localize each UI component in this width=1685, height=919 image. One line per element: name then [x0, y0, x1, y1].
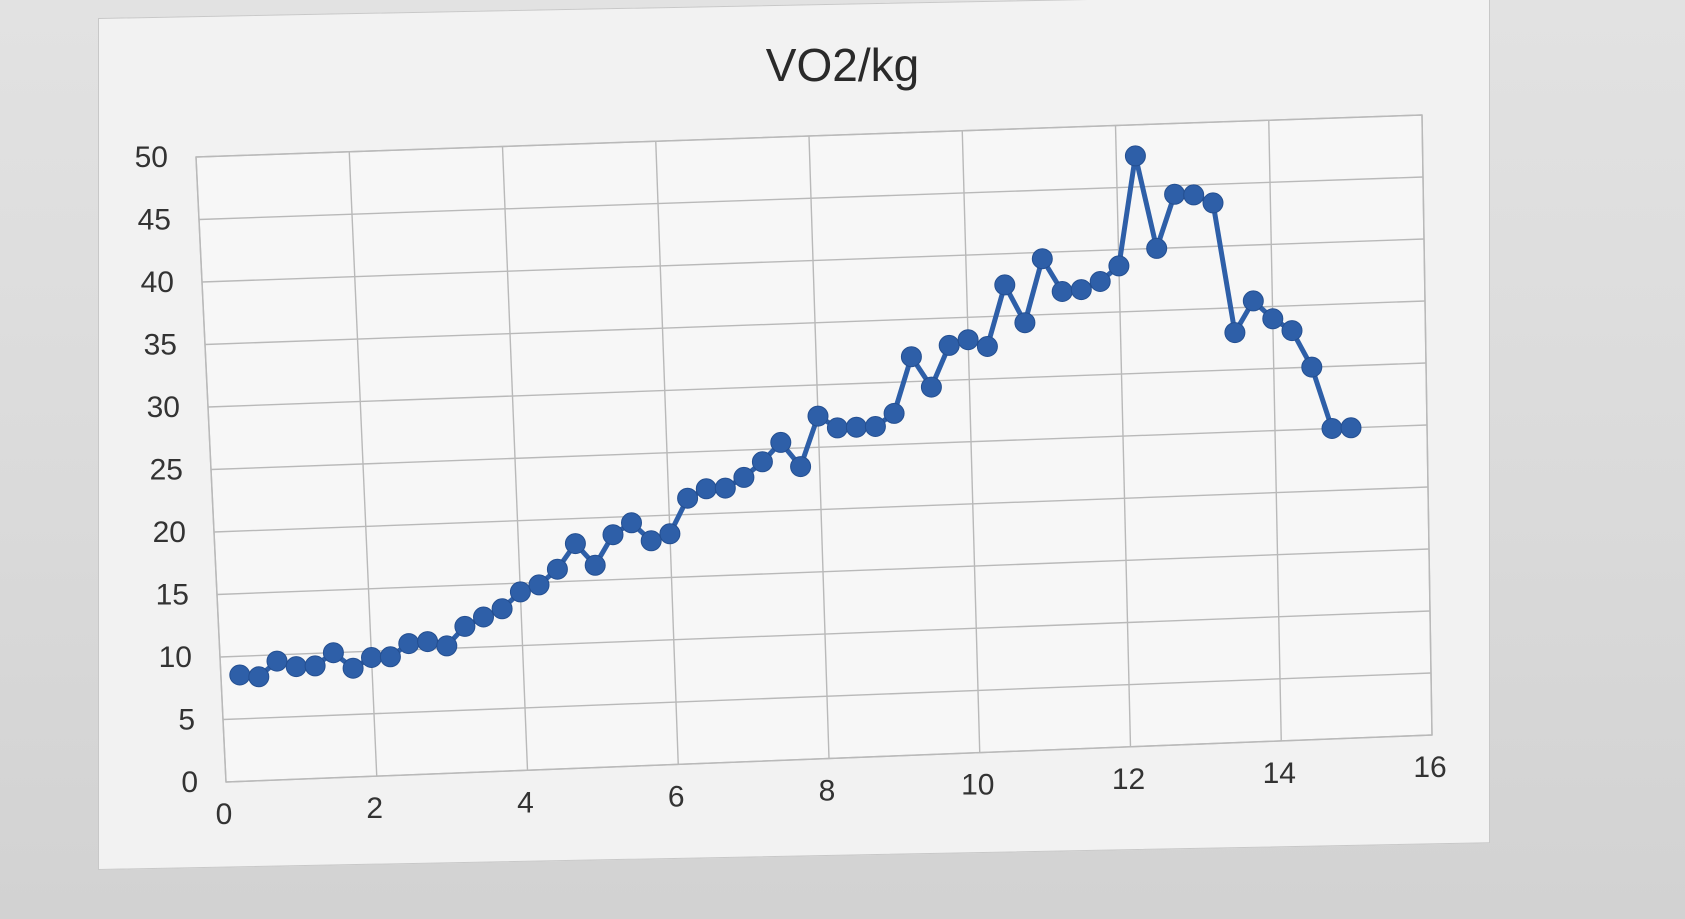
data-point	[826, 417, 848, 439]
data-point	[546, 558, 568, 580]
data-point	[845, 416, 867, 438]
data-point	[1014, 312, 1036, 334]
x-tick-label: 4	[517, 786, 534, 819]
y-tick-label: 35	[144, 329, 177, 362]
data-point	[790, 456, 812, 478]
gridline-y-45	[198, 176, 1424, 221]
data-point	[229, 664, 251, 686]
gridline-y-15	[216, 548, 1430, 596]
data-point	[1183, 184, 1205, 206]
data-point	[473, 606, 494, 628]
data-point	[1164, 183, 1186, 205]
data-point	[1202, 192, 1224, 214]
data-point	[621, 512, 642, 534]
data-point	[361, 647, 382, 668]
chart-title: VO2/kg	[765, 39, 920, 91]
data-point	[864, 416, 886, 437]
gridline-y-0	[225, 734, 1433, 783]
data-point	[1301, 356, 1323, 378]
data-point	[436, 635, 458, 657]
data-point	[751, 451, 773, 473]
data-point	[1051, 281, 1073, 302]
data-point	[677, 487, 699, 509]
gridline-y-50	[195, 114, 1423, 158]
data-point	[602, 524, 624, 546]
data-point	[379, 646, 401, 668]
data-point	[659, 523, 681, 545]
y-tick-label: 45	[138, 204, 171, 237]
data-point	[976, 336, 998, 357]
x-tick-label: 12	[1112, 763, 1145, 796]
data-point	[509, 581, 531, 603]
data-point	[1242, 290, 1264, 312]
data-point	[584, 554, 606, 576]
data-point	[920, 376, 942, 398]
x-tick-label: 6	[668, 780, 685, 813]
data-point	[883, 402, 905, 424]
data-point	[322, 642, 344, 664]
y-tick-label: 40	[141, 266, 174, 299]
x-tick-label: 0	[216, 798, 233, 831]
y-tick-label: 10	[159, 641, 192, 674]
y-tick-label: 15	[156, 579, 189, 612]
data-point	[1340, 417, 1362, 439]
data-point	[807, 405, 829, 427]
y-tick-label: 30	[147, 391, 180, 424]
data-point	[733, 466, 755, 488]
data-series	[229, 145, 1362, 688]
gridline-y-5	[222, 672, 1432, 721]
data-point	[938, 334, 960, 356]
data-point	[957, 329, 979, 351]
data-point	[714, 477, 736, 499]
data-point	[248, 666, 270, 688]
data-point	[417, 631, 439, 653]
data-point	[564, 533, 586, 555]
x-tick-label: 2	[366, 792, 383, 825]
data-point	[1146, 237, 1168, 259]
y-tick-label: 20	[153, 516, 186, 549]
data-point	[1108, 255, 1130, 277]
gridline-y-30	[207, 362, 1427, 408]
y-tick-label: 25	[150, 454, 183, 487]
gridlines	[195, 114, 1433, 783]
y-tick-label: 0	[181, 766, 198, 799]
y-tick-label: 5	[178, 704, 195, 737]
data-point	[640, 530, 662, 552]
gridline-y-35	[204, 300, 1426, 346]
data-point	[900, 346, 922, 368]
data-point	[1224, 322, 1246, 344]
data-point	[304, 655, 326, 677]
data-point	[266, 650, 288, 672]
gridline-y-25	[210, 424, 1428, 471]
axis-labels: 0 2 4 6 8 10 12 14 16 0 5 10 15 20 25 30 35 40 45 50	[135, 141, 1447, 831]
data-point	[1031, 248, 1053, 270]
data-point	[1070, 279, 1092, 301]
gridline-y-20	[213, 486, 1429, 533]
data-point	[398, 633, 420, 655]
data-point	[1124, 145, 1146, 167]
x-tick-label: 10	[961, 769, 994, 802]
data-point	[1089, 271, 1111, 292]
data-point	[342, 657, 364, 679]
x-tick-label: 14	[1263, 757, 1296, 790]
plot-background	[195, 114, 1433, 783]
x-tick-label: 16	[1413, 751, 1446, 784]
data-point	[695, 478, 717, 500]
data-point	[994, 274, 1016, 296]
data-point	[1321, 418, 1343, 439]
y-tick-label: 50	[135, 141, 168, 174]
data-point	[285, 656, 307, 678]
data-point	[528, 574, 550, 596]
data-point	[770, 431, 792, 453]
data-point	[454, 615, 476, 637]
data-point	[1262, 308, 1284, 330]
x-tick-label: 8	[819, 775, 836, 808]
data-point	[491, 598, 513, 620]
data-point	[1281, 320, 1303, 342]
